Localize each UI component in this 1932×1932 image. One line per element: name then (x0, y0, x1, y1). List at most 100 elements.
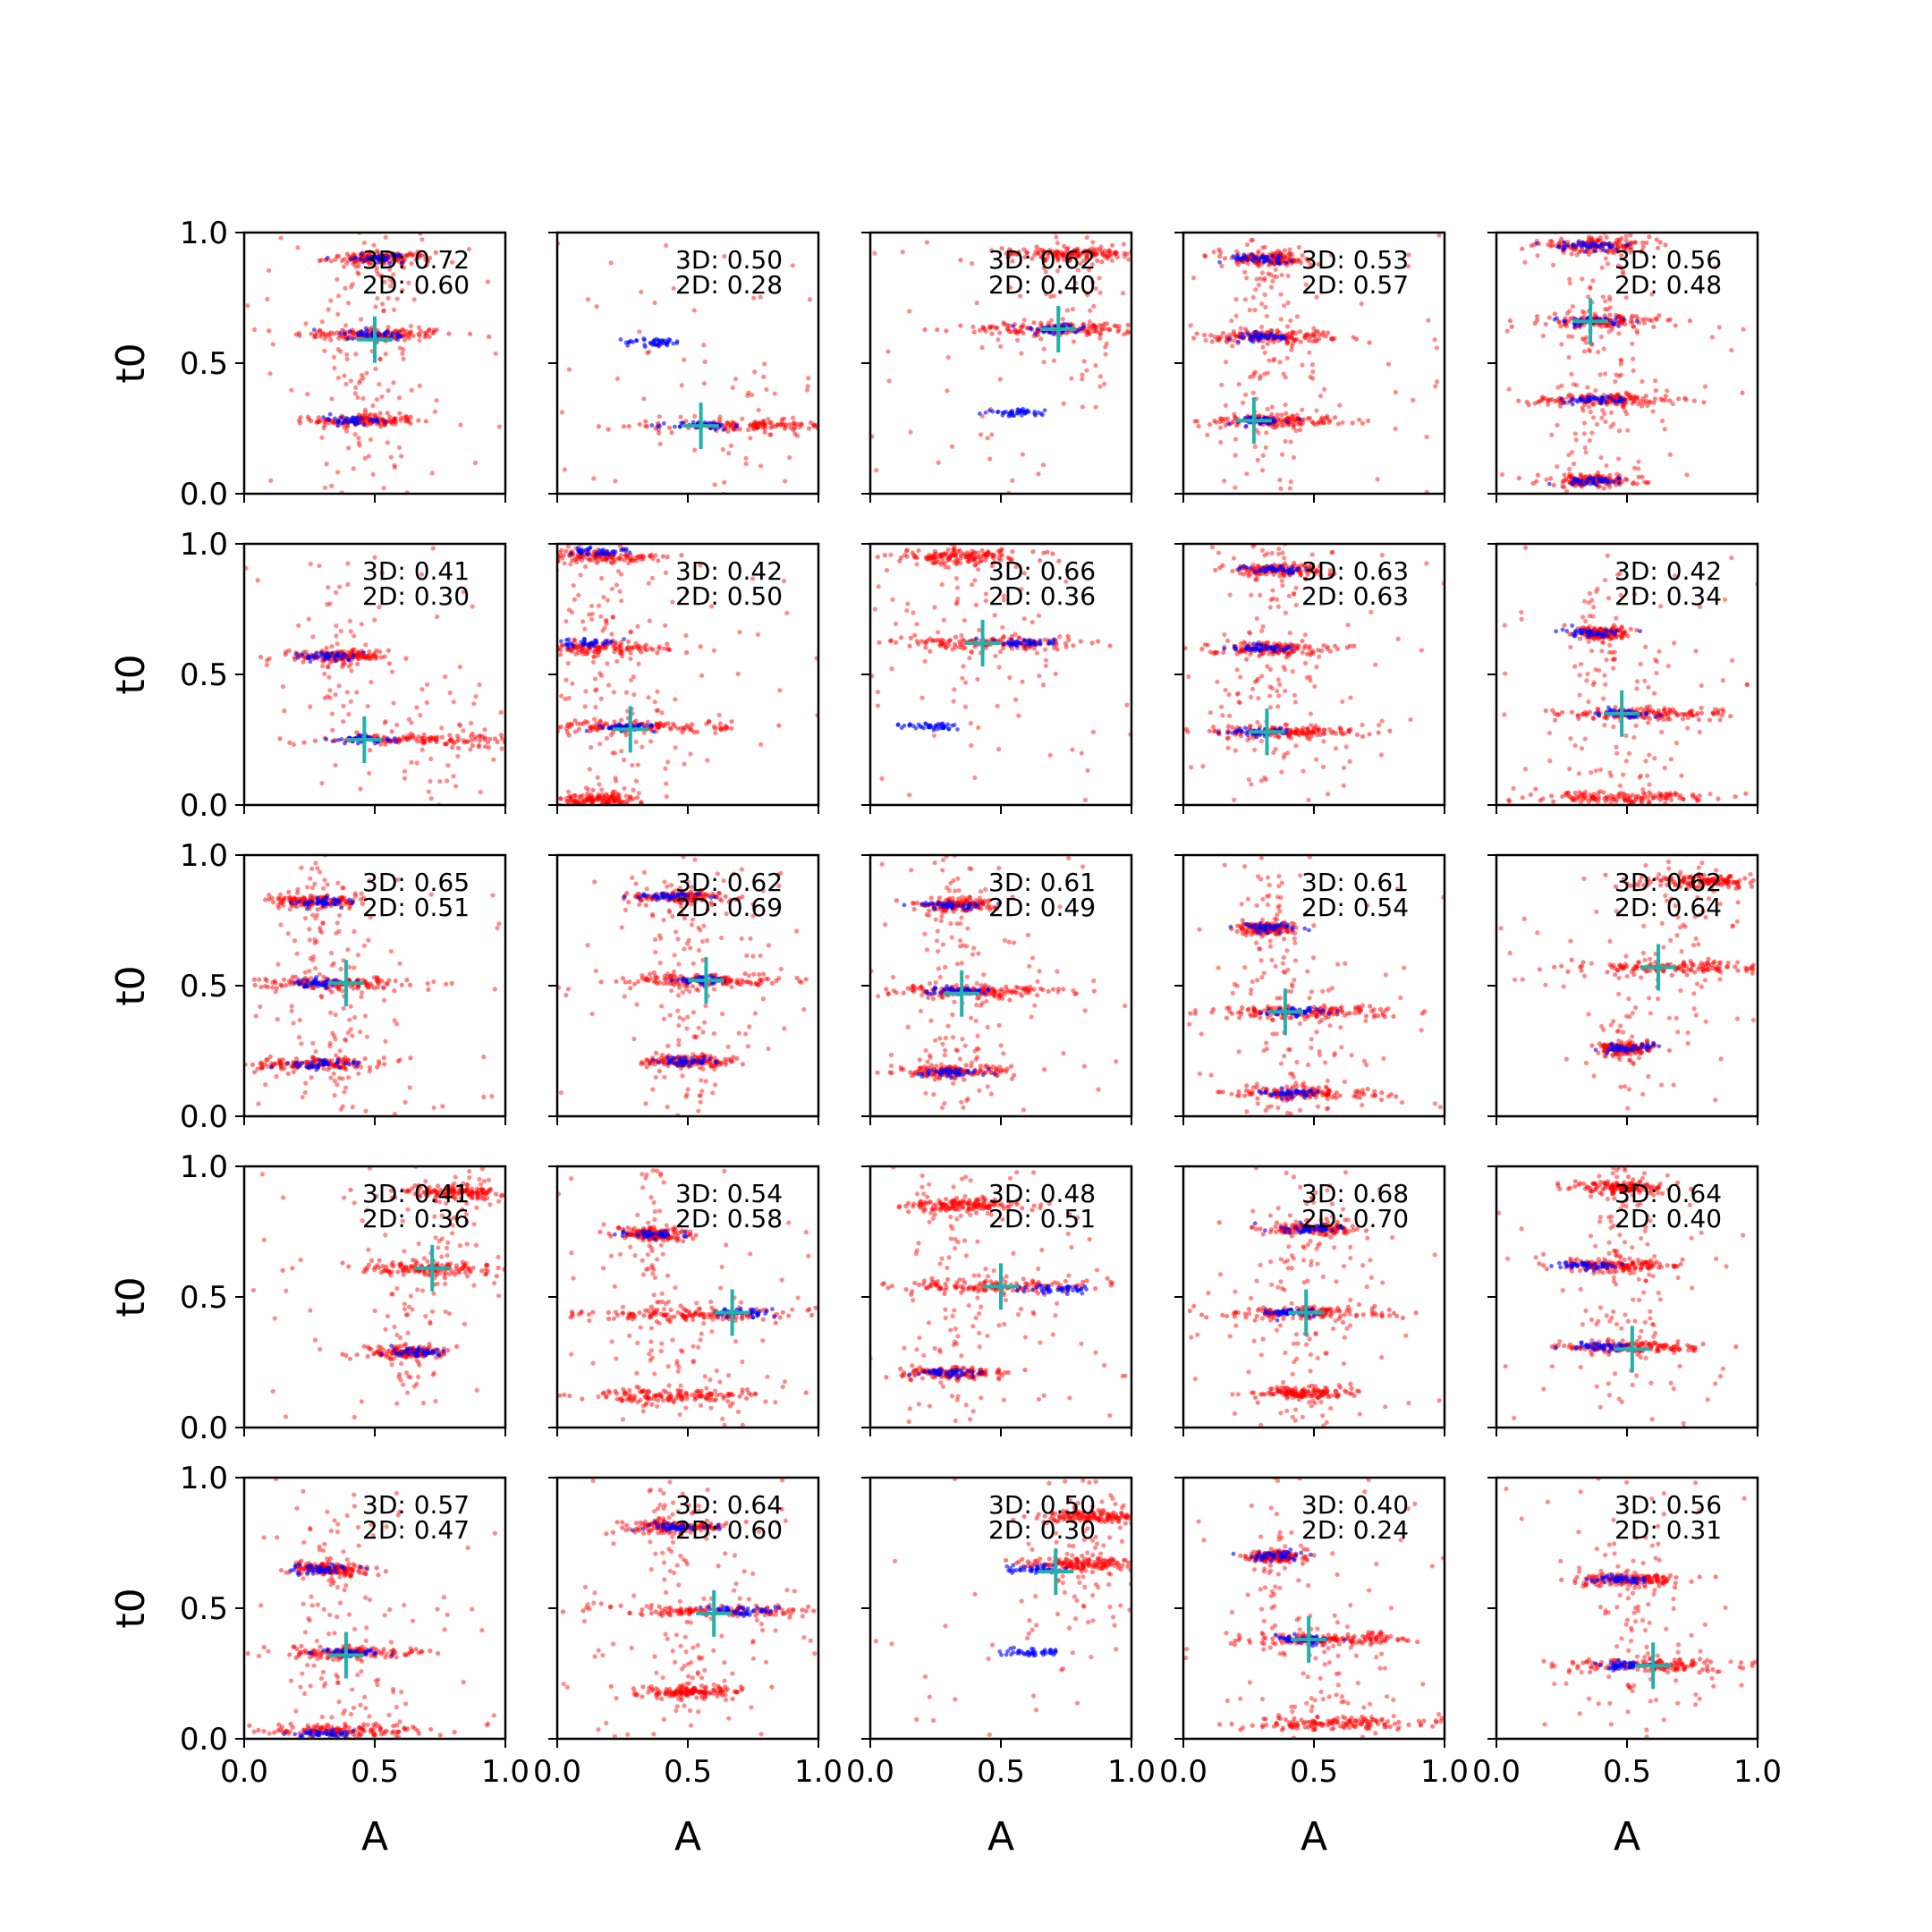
red-point (617, 589, 623, 594)
red-point (362, 410, 369, 415)
y-axis-label: t0 (108, 343, 154, 383)
red-point (1055, 257, 1061, 262)
red-point (1529, 243, 1534, 249)
red-point (1107, 643, 1113, 648)
red-point (608, 733, 614, 738)
red-point (326, 665, 331, 670)
red-point (1216, 336, 1222, 343)
red-point (1006, 328, 1012, 335)
red-point (454, 739, 460, 744)
red-point (596, 424, 602, 429)
red-point (1120, 291, 1126, 296)
red-point (1602, 411, 1607, 417)
red-point (1064, 247, 1070, 252)
red-point (1133, 251, 1138, 256)
red-point (652, 300, 657, 306)
red-point (1291, 454, 1297, 461)
red-point (1275, 420, 1281, 427)
red-point (341, 719, 346, 724)
red-point (1586, 251, 1591, 258)
red-point (393, 416, 398, 421)
red-point (560, 530, 564, 534)
red-point (1567, 281, 1572, 286)
red-point (590, 659, 597, 665)
red-point (1326, 419, 1332, 425)
red-point (344, 260, 350, 266)
red-point (641, 730, 647, 735)
red-point (1587, 349, 1593, 354)
red-point (514, 739, 519, 743)
red-point (472, 737, 479, 742)
blue-point (1297, 417, 1302, 422)
red-point (366, 453, 371, 459)
red-point (589, 616, 595, 622)
red-point (1354, 336, 1360, 342)
red-point (648, 739, 654, 744)
blue-point (594, 552, 598, 557)
blue-point (1562, 319, 1567, 324)
red-point (1252, 308, 1258, 313)
red-point (1057, 290, 1063, 295)
blue-point (642, 343, 648, 348)
y-tick-label: 0.0 (180, 477, 228, 513)
red-point (562, 561, 567, 566)
red-point (1248, 212, 1252, 216)
red-point (1044, 291, 1049, 297)
red-point (310, 634, 316, 640)
red-point (1654, 237, 1659, 242)
red-point (1255, 457, 1260, 463)
blue-point (1000, 410, 1005, 415)
red-point (552, 643, 556, 648)
red-point (1648, 399, 1653, 404)
red-point (1616, 237, 1622, 242)
blue-point (655, 424, 660, 429)
red-point (1603, 514, 1607, 519)
red-point (345, 301, 352, 306)
red-point (374, 268, 379, 274)
red-point (1263, 304, 1268, 309)
red-point (1097, 374, 1103, 379)
blue-point (361, 332, 366, 337)
blue-point (977, 411, 982, 416)
red-point (1266, 271, 1271, 276)
blue-point (634, 338, 639, 343)
red-point (1741, 326, 1746, 332)
red-point (811, 423, 818, 428)
red-point (1242, 297, 1248, 302)
red-point (1121, 242, 1126, 247)
red-point (910, 550, 915, 555)
red-point (1588, 410, 1593, 415)
blue-point (1065, 322, 1071, 327)
red-point (1534, 479, 1539, 484)
red-point (1140, 247, 1145, 251)
red-point (580, 537, 585, 541)
red-point (589, 603, 595, 609)
red-point (348, 378, 353, 384)
score-label: 3D: 0.62 (988, 245, 1096, 275)
red-point (1332, 415, 1338, 420)
red-point (1051, 293, 1057, 299)
red-point (1106, 326, 1112, 332)
red-point (628, 650, 633, 656)
red-point (1072, 285, 1077, 291)
red-point (400, 326, 405, 332)
red-point (758, 741, 764, 747)
red-point (1262, 371, 1267, 377)
red-point (1306, 258, 1311, 264)
red-point (1090, 279, 1096, 284)
red-point (328, 298, 334, 303)
red-point (1275, 423, 1280, 428)
red-point (326, 674, 332, 680)
red-point (1504, 328, 1510, 334)
red-point (621, 758, 627, 763)
red-point (1103, 344, 1108, 350)
red-point (1263, 445, 1268, 450)
red-point (679, 553, 684, 558)
red-point (612, 641, 618, 647)
red-point (1623, 233, 1629, 239)
blue-point (1616, 481, 1622, 486)
blue-point (1603, 316, 1608, 321)
red-point (342, 256, 347, 262)
red-point (1109, 258, 1115, 263)
blue-point (1016, 407, 1021, 412)
